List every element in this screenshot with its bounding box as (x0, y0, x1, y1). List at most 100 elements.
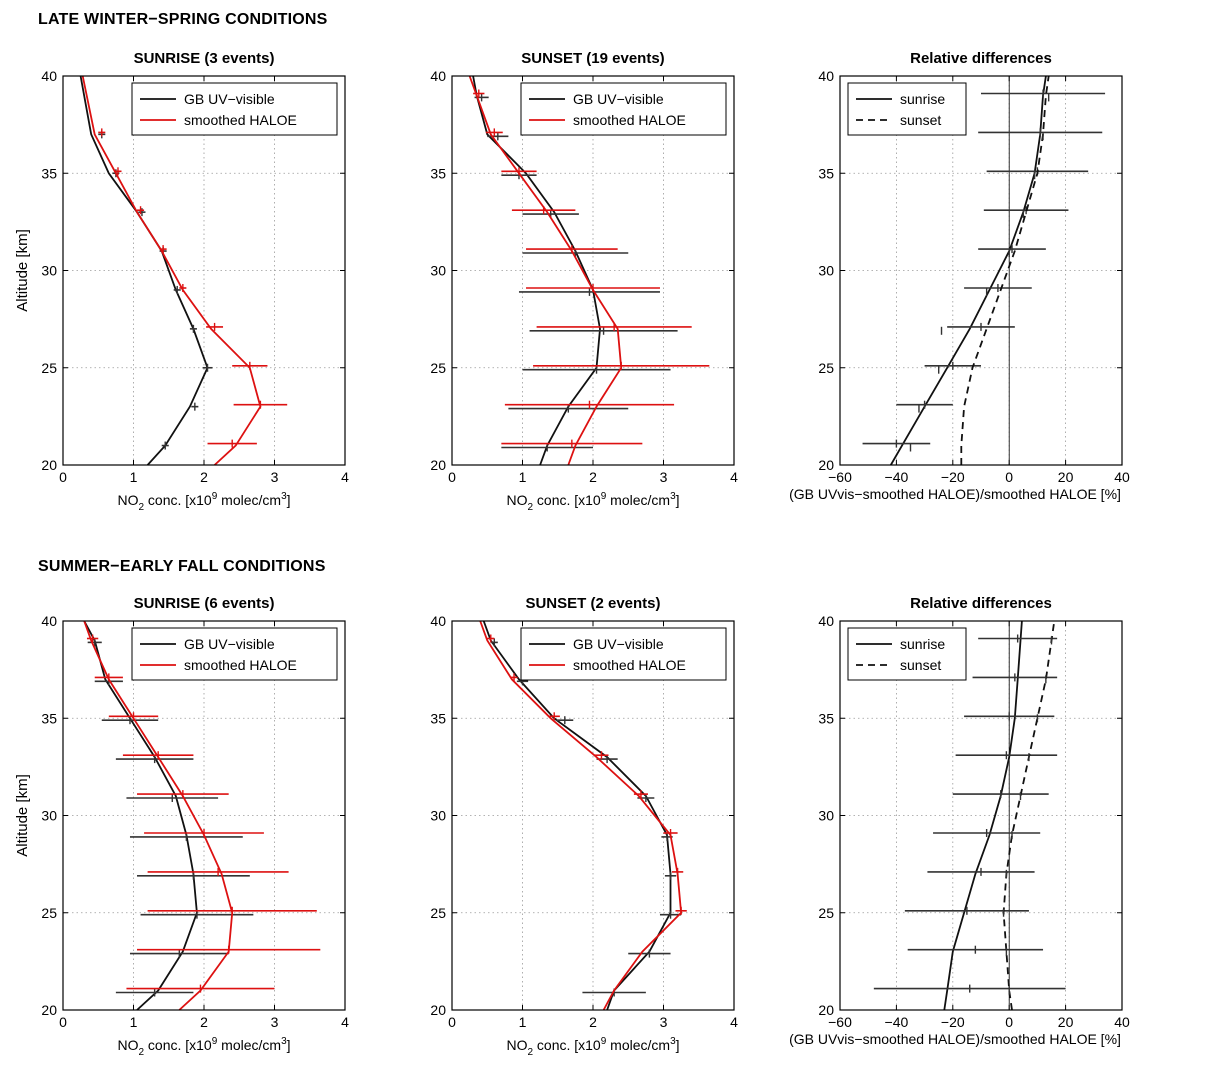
x-tick-label: 3 (271, 469, 279, 485)
y-tick-label: 20 (41, 1002, 57, 1018)
series-line-2 (960, 75, 1050, 465)
chart-title: SUNSET (2 events) (525, 595, 660, 612)
axes-frame (839, 620, 1123, 1011)
y-tick-label: 25 (41, 905, 57, 921)
series-line-1 (482, 620, 672, 1011)
y-tick-label: 25 (41, 360, 57, 376)
series-line-2 (83, 620, 234, 1011)
series-line-2 (479, 620, 683, 1011)
axes-frame (62, 75, 346, 466)
x-tick-label: 0 (1005, 469, 1013, 485)
x-tick-label: 2 (200, 469, 208, 485)
legend-label-1: GB UV−visible (573, 636, 664, 652)
y-tick-label: 20 (430, 1002, 446, 1018)
x-tick-label: 3 (660, 1014, 668, 1030)
series-line-1 (890, 75, 1047, 466)
x-tick-label: 3 (660, 469, 668, 485)
y-tick-label: 40 (430, 613, 446, 629)
x-tick-label: 2 (589, 469, 597, 485)
series-line-1 (472, 75, 601, 466)
x-tick-label: 3 (271, 1014, 279, 1030)
x-tick-label: 2 (589, 1014, 597, 1030)
y-axis-label: Altitude [km] (14, 229, 31, 312)
x-tick-label: −40 (885, 469, 909, 485)
legend-label-2: smoothed HALOE (573, 112, 686, 128)
x-tick-label: 4 (341, 1014, 349, 1030)
y-tick-label: 20 (818, 1002, 834, 1018)
axes-frame (62, 620, 346, 1011)
legend-label-1: GB UV−visible (184, 91, 275, 107)
legend-box (520, 627, 727, 681)
chart-panel-4: 0 1 2 3 4 20 25 30 35 40 GB UV−visible smoothed HAL… (14, 595, 349, 1058)
x-axis-label: NO2 conc. [x109 molec/cm3] (506, 1036, 679, 1058)
x-tick-label: 1 (519, 469, 527, 485)
y-tick-label: 30 (430, 808, 446, 824)
legend-box (847, 627, 967, 681)
x-tick-label: 40 (1114, 469, 1130, 485)
chart-title: Relative differences (910, 595, 1052, 612)
legend-box (131, 82, 338, 136)
legend-label-2: smoothed HALOE (573, 657, 686, 673)
chart-panel-1: 0 1 2 3 4 20 25 30 35 40 GB UV−visible smoothed HAL… (14, 50, 349, 513)
section-title-summer-fall: SUMMER−EARLY FALL CONDITIONS (38, 558, 326, 575)
x-axis-label: NO2 conc. [x109 molec/cm3] (506, 491, 679, 513)
legend-label-2: sunset (900, 112, 941, 128)
y-tick-label: 30 (818, 263, 834, 279)
x-axis-label: NO2 conc. [x109 molec/cm3] (117, 491, 290, 513)
y-axis-label: Altitude [km] (14, 774, 31, 857)
x-tick-label: 4 (730, 1014, 738, 1030)
x-tick-label: 0 (448, 1014, 456, 1030)
x-tick-label: −60 (828, 1014, 852, 1030)
series-line-2 (468, 75, 623, 466)
y-tick-label: 35 (430, 165, 446, 181)
x-axis-label: NO2 conc. [x109 molec/cm3] (117, 1036, 290, 1058)
y-tick-label: 20 (430, 457, 446, 473)
x-tick-label: 0 (448, 469, 456, 485)
chart-panel-5: 0 1 2 3 4 20 25 30 35 40 GB UV−visible smoothed HAL… (430, 595, 738, 1058)
legend-label-1: GB UV−visible (573, 91, 664, 107)
x-tick-label: 20 (1058, 1014, 1074, 1030)
y-tick-label: 35 (41, 165, 57, 181)
y-tick-label: 25 (430, 360, 446, 376)
y-tick-label: 40 (430, 68, 446, 84)
y-tick-label: 40 (818, 68, 834, 84)
legend-box (520, 82, 727, 136)
x-tick-label: 4 (730, 469, 738, 485)
x-tick-label: 1 (130, 1014, 138, 1030)
y-tick-label: 30 (818, 808, 834, 824)
y-tick-label: 25 (818, 360, 834, 376)
chart-title: SUNSET (19 events) (521, 50, 664, 67)
legend-label-2: sunset (900, 657, 941, 673)
series-line-1 (943, 620, 1023, 1011)
x-tick-label: 0 (59, 469, 67, 485)
y-tick-label: 40 (818, 613, 834, 629)
y-tick-label: 40 (41, 613, 57, 629)
legend-box (847, 82, 967, 136)
y-tick-label: 35 (41, 710, 57, 726)
chart-panel-2: 0 1 2 3 4 20 25 30 35 40 GB UV−visible smoothed HAL… (430, 50, 738, 513)
axes-frame (451, 75, 735, 466)
legend-label-2: smoothed HALOE (184, 657, 297, 673)
x-tick-label: 0 (59, 1014, 67, 1030)
chart-panel-6: −60 −40 −20 0 20 40 20 25 30 35 40 sunrise sunset Rel… (789, 595, 1130, 1047)
x-tick-label: −40 (885, 1014, 909, 1030)
x-tick-label: 1 (519, 1014, 527, 1030)
legend-box (131, 627, 338, 681)
y-tick-label: 30 (430, 263, 446, 279)
x-tick-label: 4 (341, 469, 349, 485)
x-tick-label: 2 (200, 1014, 208, 1030)
x-tick-label: −60 (828, 469, 852, 485)
series-line-1 (83, 620, 198, 1011)
y-tick-label: 25 (430, 905, 446, 921)
y-tick-label: 20 (818, 457, 834, 473)
chart-title: SUNRISE (6 events) (134, 595, 275, 612)
y-tick-label: 35 (818, 710, 834, 726)
y-tick-label: 40 (41, 68, 57, 84)
chart-title: SUNRISE (3 events) (134, 50, 275, 67)
chart-panel-3: −60 −40 −20 0 20 40 20 25 30 35 40 sunrise sunset Rel… (789, 50, 1130, 502)
axes-frame (451, 620, 735, 1011)
series-line-2 (1002, 620, 1056, 1011)
y-tick-label: 30 (41, 263, 57, 279)
y-tick-label: 35 (430, 710, 446, 726)
